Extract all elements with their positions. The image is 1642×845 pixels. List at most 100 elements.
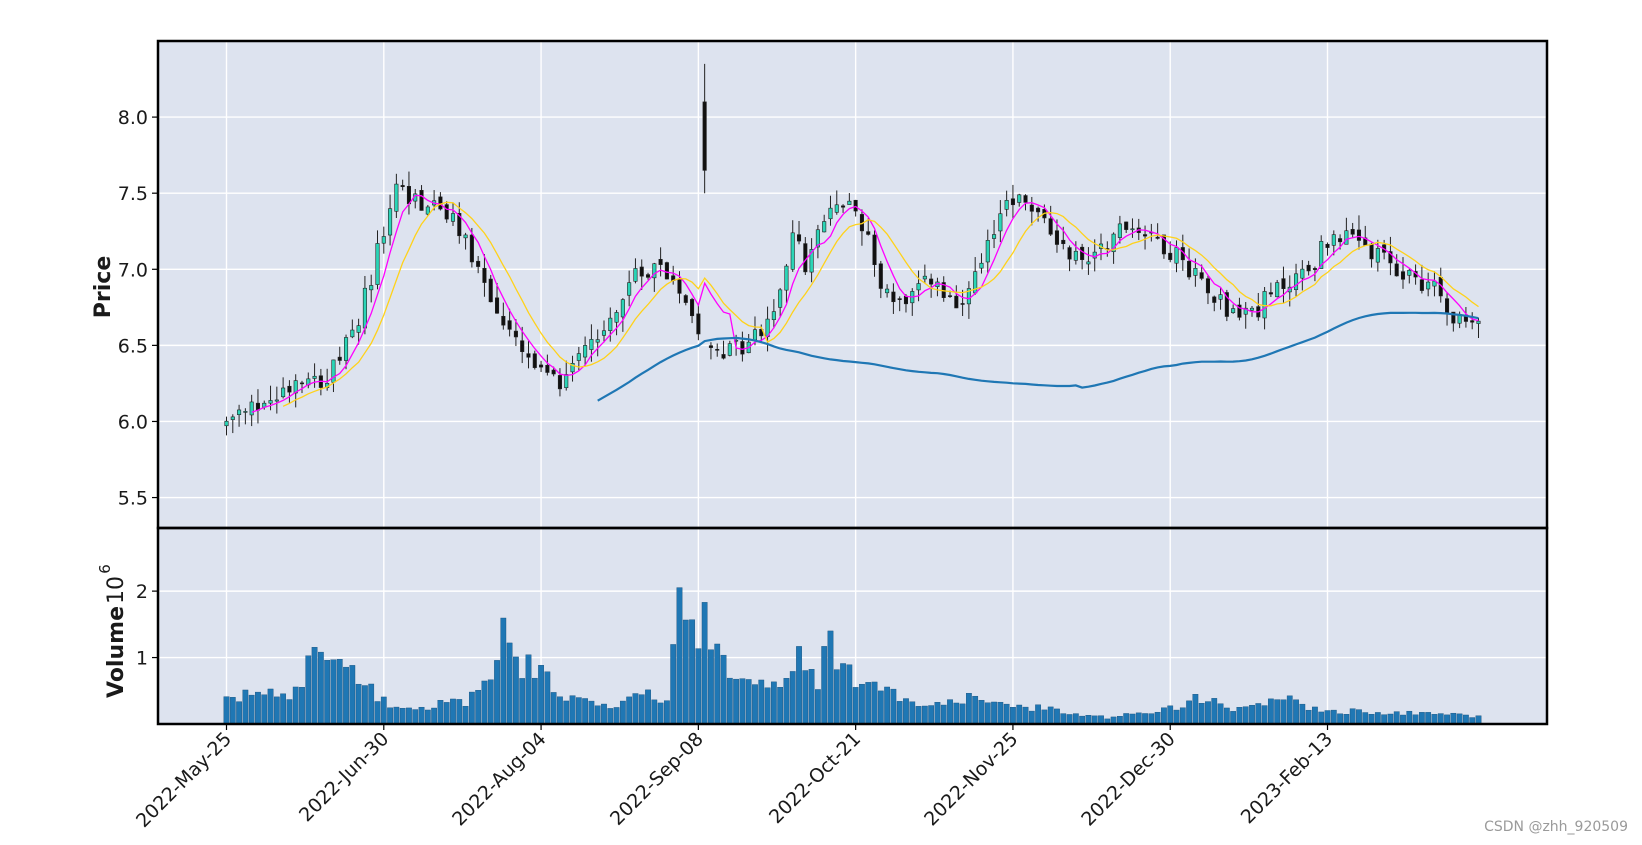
volume-bar [1318,711,1325,725]
candle-body [690,299,695,317]
candle-body [488,278,493,303]
candle-body [1161,234,1166,255]
candle-body [444,204,449,220]
candle-body [790,232,795,270]
volume-bar [972,695,979,725]
candle-body [1249,307,1255,311]
candle-body [916,283,921,291]
volume-bar [1173,709,1180,725]
volume-bar [1299,703,1306,725]
volume-bar [871,681,878,725]
volume-bar [865,682,872,725]
volume-bar [903,698,909,725]
volume-bar [362,685,368,725]
volume-bar [840,663,846,725]
candle-body [1212,296,1217,303]
candle-body [1369,243,1374,260]
volume-bar [859,683,865,725]
candle-body [903,295,909,305]
volume-bar [557,696,563,725]
volume-bar [330,659,337,725]
volume-bar [393,706,400,725]
candle-body [1061,239,1066,245]
volume-bar [418,706,425,725]
candle-body [1432,280,1437,287]
candle-body [595,339,600,343]
volume-bar [229,697,236,725]
volume-bar [752,684,758,725]
candle-body [627,282,632,296]
volume-bar [1154,711,1161,725]
candle-body [469,234,474,263]
volume-bar [1387,713,1394,725]
volume-bar [475,690,482,725]
candle-body [482,267,487,283]
candle-body [1029,204,1034,212]
volume-bar [966,693,972,725]
candle-body [1205,278,1210,294]
volume-bar [1211,698,1218,725]
candle-body [1419,279,1424,291]
candle-body [1168,252,1173,260]
candle-body [230,416,235,420]
candle-body [1174,247,1179,264]
candle-body [564,374,569,389]
volume-bar [242,689,249,725]
candle-body [841,205,846,208]
volume-bar [1179,707,1186,725]
candle-body [985,240,990,263]
volume-bar [607,708,614,725]
volume-bar [1293,699,1299,725]
volume-bar [324,660,331,725]
candle-body [1470,320,1475,323]
candle-body [438,196,443,210]
volume-bar [305,655,312,725]
candle-body [979,262,984,269]
candle-body [520,340,525,353]
candle-body [293,380,298,394]
candle-body [708,345,713,348]
volume-bar [953,702,960,725]
volume-bar [1230,711,1237,725]
volume-bar [1010,707,1016,725]
candle-body [1300,268,1305,279]
candle-body [954,295,959,309]
candle-body [702,101,707,171]
volume-bar [1148,713,1155,725]
volume-bar [909,701,916,725]
volume-bar [1431,714,1438,725]
volume-bar [1444,714,1450,725]
candle-body [1394,263,1399,277]
volume-bar [494,660,500,725]
candle-body [922,275,927,280]
volume-bar [991,701,997,725]
candle-body [1143,234,1148,237]
volume-bar [689,619,695,725]
volume-bar [783,678,790,725]
volume-bar [852,687,859,725]
volume-bar [1419,712,1425,725]
volume-bar [456,699,463,725]
volume-bar [399,707,406,725]
candle-body [721,354,726,359]
volume-bar [815,689,821,725]
volume-bar [544,671,551,725]
candle-body [1010,198,1015,206]
volume-bar [808,669,815,725]
volume-bar [676,587,683,725]
volume-bar [582,698,588,725]
volume-bar [1123,713,1130,725]
volume-bar [1463,714,1469,725]
candle-body [796,234,802,242]
volume-bar [487,679,494,725]
volume-bar [1450,712,1457,725]
candle-body [362,287,367,329]
volume-bar [632,693,639,725]
volume-bar [1393,711,1400,725]
volume-bar [1324,710,1331,725]
candle-body [507,320,512,330]
candle-body [645,274,651,278]
volume-bar [531,677,538,725]
volume-bar [255,691,261,725]
candle-body [1445,298,1450,314]
